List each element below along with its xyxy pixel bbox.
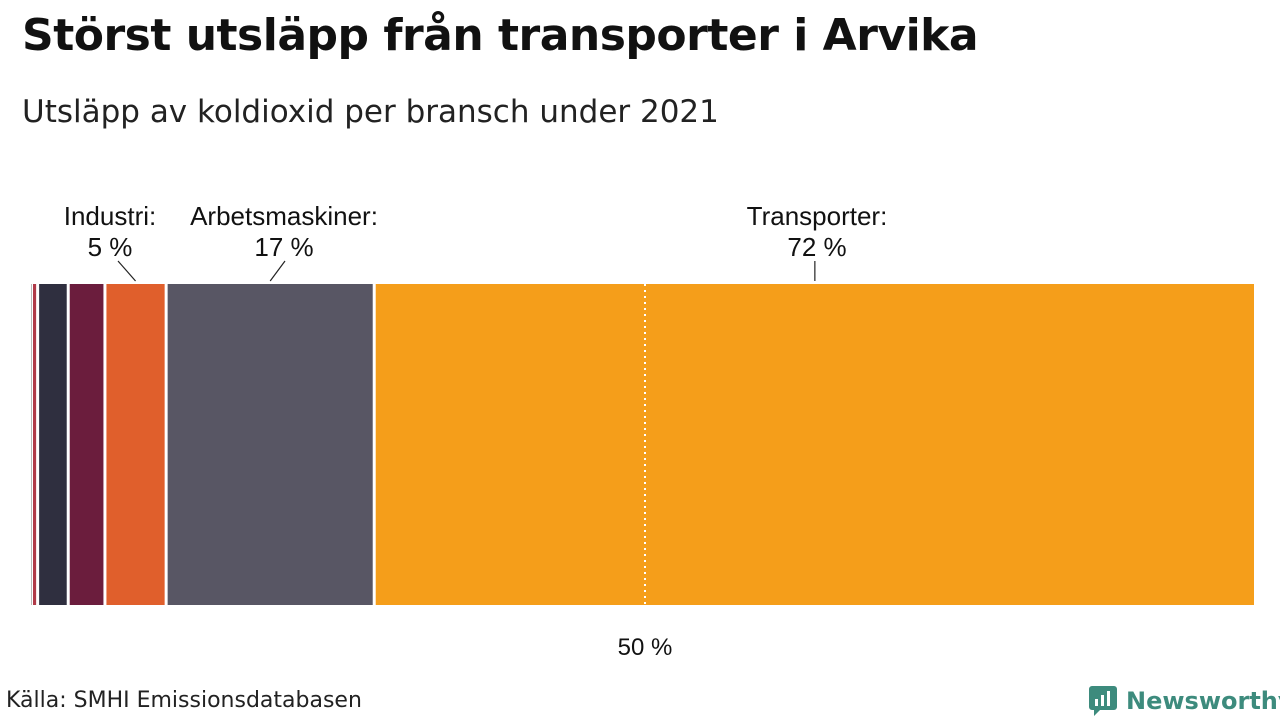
chart-bubble-icon: [1089, 686, 1117, 716]
bar-segment: [69, 284, 104, 605]
segment-value-label: 72 %: [787, 232, 846, 262]
chart-subtitle: Utsläpp av koldioxid per bransch under 2…: [22, 94, 719, 130]
chart-title: Störst utsläpp från transporter i Arvika: [22, 10, 979, 61]
callout-line: [269, 260, 286, 282]
reference-line-label: 50 %: [618, 634, 673, 661]
bar-segment: [375, 284, 1255, 605]
segment-value-label: 5 %: [88, 232, 133, 262]
brand-name: Newsworthy: [1126, 687, 1280, 715]
bar-segment: [167, 284, 373, 605]
segment-label: Industri:: [64, 201, 157, 231]
bar-segment: [106, 284, 165, 605]
segment-label: Arbetsmaskiner:: [190, 201, 378, 231]
segment-value-label: 17 %: [254, 232, 313, 262]
bar-segment: [39, 284, 67, 605]
segment-label: Transporter:: [747, 201, 888, 231]
bar-segment: [33, 284, 37, 605]
callout-line: [117, 260, 136, 282]
source-note: Källa: SMHI Emissionsdatabasen: [6, 688, 362, 713]
newsworthy-logo: Newsworthy: [1088, 684, 1280, 718]
